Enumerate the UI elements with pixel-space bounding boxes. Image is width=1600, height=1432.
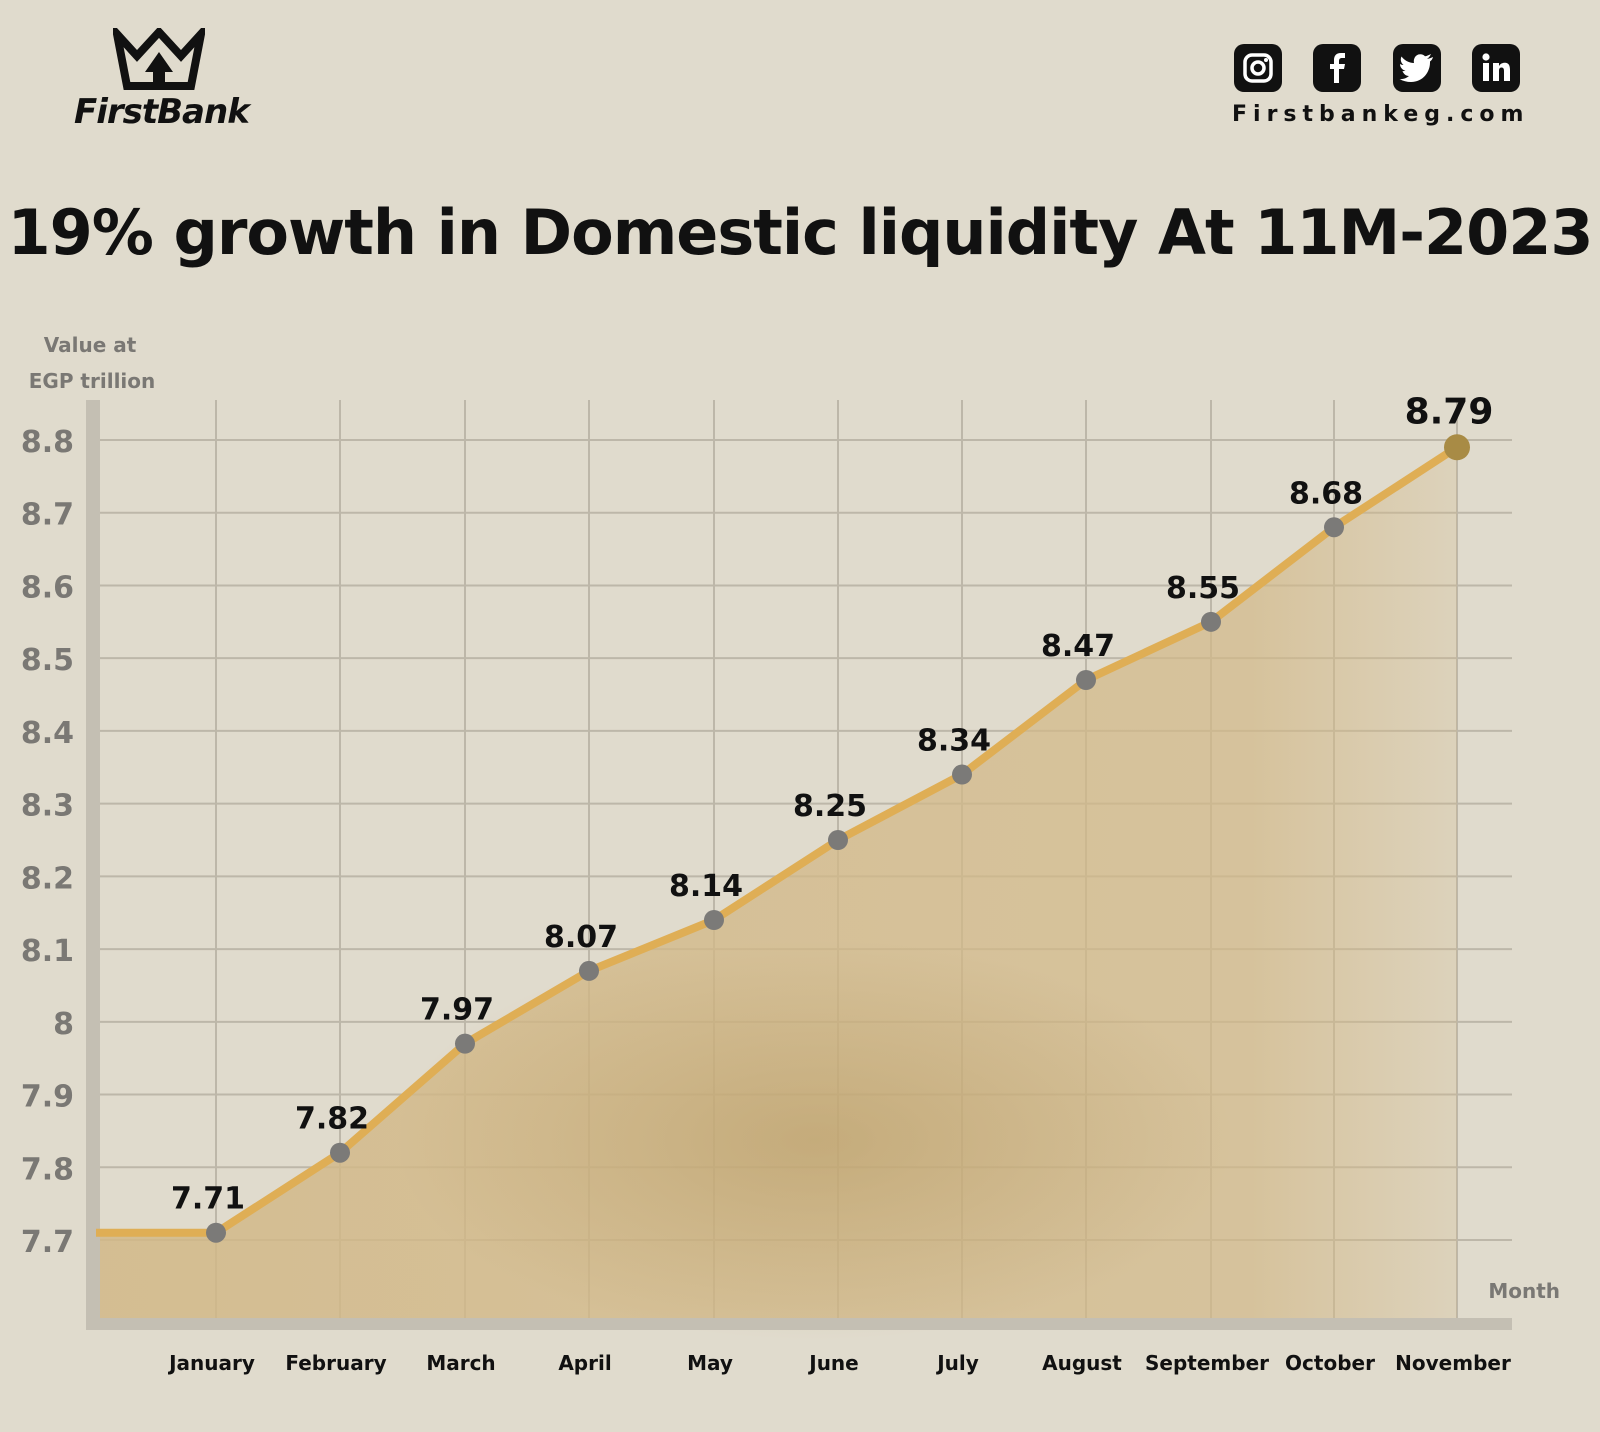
brand-name: FirstBank xyxy=(74,92,250,132)
social-links: Firstbankeg.com xyxy=(1232,44,1530,127)
y-tick-label: 8.6 xyxy=(21,570,74,605)
data-label-march: 7.97 xyxy=(420,993,494,1028)
x-tick-label-june: June xyxy=(807,1351,858,1375)
data-label-september: 8.55 xyxy=(1166,571,1240,606)
website-link[interactable]: Firstbankeg.com xyxy=(1232,102,1530,127)
series-line xyxy=(96,443,1460,1237)
x-tick-label-september: September xyxy=(1145,1351,1269,1375)
data-point-november xyxy=(1444,434,1470,461)
y-tick-label: 7.8 xyxy=(21,1152,74,1187)
y-tick-label: 8.2 xyxy=(21,861,74,896)
data-point-july xyxy=(952,764,972,785)
data-point-september xyxy=(1201,611,1221,632)
y-axis-title-line1: Value at xyxy=(44,333,137,357)
x-tick-label-october: October xyxy=(1285,1351,1375,1375)
data-label-november: 8.79 xyxy=(1405,391,1494,432)
data-label-april: 8.07 xyxy=(544,920,618,955)
data-label-may: 8.14 xyxy=(669,869,743,904)
firstbank-logo: FirstBank xyxy=(74,28,250,138)
y-axis-title-line2: EGP trillion xyxy=(29,369,156,393)
y-tick-label: 8.7 xyxy=(21,498,74,533)
data-point-october xyxy=(1324,517,1344,538)
x-tick-label-november: November xyxy=(1395,1351,1511,1375)
x-axis-title: Month xyxy=(1488,1279,1560,1303)
data-label-october: 8.68 xyxy=(1289,476,1363,511)
x-tick-label-april: April xyxy=(558,1351,611,1375)
facebook-icon[interactable] xyxy=(1313,44,1362,92)
y-tick-label: 8.5 xyxy=(21,643,74,678)
y-axis xyxy=(86,400,100,1328)
data-point-may xyxy=(704,910,724,930)
data-point-august xyxy=(1076,670,1096,690)
twitter-icon[interactable] xyxy=(1392,44,1441,92)
data-point-june xyxy=(828,830,848,850)
x-tick-label-august: August xyxy=(1042,1351,1122,1375)
x-axis xyxy=(86,1318,1512,1330)
x-tick-label-january: January xyxy=(167,1351,255,1375)
data-label-june: 8.25 xyxy=(793,789,867,824)
y-tick-label: 8.1 xyxy=(21,934,74,969)
x-tick-label-march: March xyxy=(426,1351,495,1375)
y-tick-label: 7.9 xyxy=(21,1080,74,1115)
data-point-january xyxy=(206,1222,226,1243)
data-point-march xyxy=(455,1033,475,1054)
y-tick-label: 8.3 xyxy=(21,789,74,824)
data-label-july: 8.34 xyxy=(917,724,991,759)
linkedin-icon[interactable] xyxy=(1471,44,1520,92)
x-tick-label-february: February xyxy=(285,1351,386,1375)
data-label-february: 7.82 xyxy=(295,1102,369,1137)
y-tick-label: 8.8 xyxy=(21,425,74,460)
data-point-february xyxy=(330,1142,350,1163)
y-tick-label: 8.4 xyxy=(21,716,74,751)
x-tick-label-july: July xyxy=(935,1351,979,1375)
instagram-icon[interactable] xyxy=(1234,44,1282,92)
cash-pile-image xyxy=(395,940,1235,1340)
chart-title: 19% growth in Domestic liquidity At 11M-… xyxy=(7,196,1593,269)
data-label-january: 7.71 xyxy=(171,1182,245,1217)
y-tick-label: 7.7 xyxy=(21,1225,74,1260)
crown-icon xyxy=(113,28,205,90)
y-tick-label: 8 xyxy=(53,1007,74,1042)
data-label-august: 8.47 xyxy=(1041,629,1115,664)
data-point-april xyxy=(579,960,599,981)
x-tick-label-may: May xyxy=(687,1351,733,1375)
